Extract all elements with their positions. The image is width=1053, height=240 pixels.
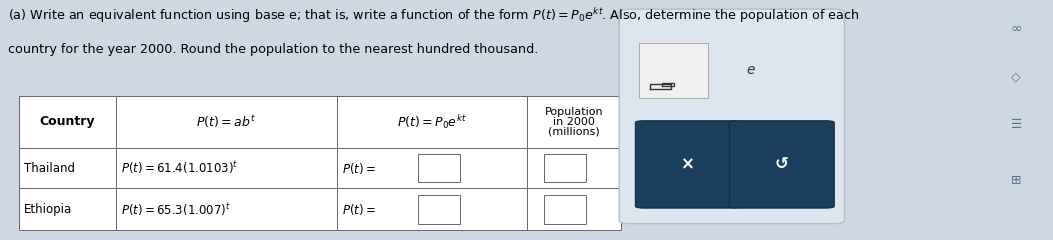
FancyBboxPatch shape	[19, 148, 116, 188]
Text: e: e	[746, 63, 755, 78]
Text: ☰: ☰	[1011, 118, 1021, 131]
Text: Population: Population	[544, 107, 603, 117]
FancyBboxPatch shape	[418, 195, 460, 224]
FancyBboxPatch shape	[19, 96, 116, 148]
Text: $P(t)=P_0e^{kt}$: $P(t)=P_0e^{kt}$	[397, 113, 466, 131]
Text: ×: ×	[681, 156, 695, 174]
Text: $P(t)=$: $P(t)=$	[342, 161, 376, 175]
FancyBboxPatch shape	[116, 188, 337, 230]
FancyBboxPatch shape	[619, 9, 845, 224]
FancyBboxPatch shape	[730, 121, 834, 208]
Text: $P(t)=$: $P(t)=$	[342, 202, 376, 217]
Text: in 2000: in 2000	[553, 117, 595, 127]
Text: (millions): (millions)	[548, 126, 600, 136]
Text: Country: Country	[40, 115, 95, 128]
FancyBboxPatch shape	[337, 96, 526, 148]
Text: Thailand: Thailand	[24, 162, 75, 174]
FancyBboxPatch shape	[19, 188, 116, 230]
Text: ◇: ◇	[1011, 70, 1021, 83]
Text: ∞: ∞	[1011, 22, 1021, 36]
Text: $P(t)=ab^t$: $P(t)=ab^t$	[197, 114, 256, 130]
Text: ↺: ↺	[775, 156, 789, 174]
Text: ⊞: ⊞	[1011, 174, 1021, 186]
FancyBboxPatch shape	[418, 154, 460, 182]
FancyBboxPatch shape	[526, 148, 621, 188]
FancyBboxPatch shape	[337, 188, 526, 230]
FancyBboxPatch shape	[635, 121, 740, 208]
Text: (a) Write an equivalent function using base e; that is, write a function of the : (a) Write an equivalent function using b…	[8, 6, 860, 25]
FancyBboxPatch shape	[116, 148, 337, 188]
FancyBboxPatch shape	[543, 154, 585, 182]
Text: Ethiopia: Ethiopia	[24, 203, 73, 216]
FancyBboxPatch shape	[526, 96, 621, 148]
Text: $P(t)=61.4(1.0103)^t$: $P(t)=61.4(1.0103)^t$	[121, 160, 238, 176]
FancyBboxPatch shape	[639, 43, 708, 98]
Text: $P(t)=65.3(1.007)^t$: $P(t)=65.3(1.007)^t$	[121, 201, 231, 218]
FancyBboxPatch shape	[337, 148, 526, 188]
Text: country for the year 2000. Round the population to the nearest hundred thousand.: country for the year 2000. Round the pop…	[8, 43, 539, 56]
FancyBboxPatch shape	[116, 96, 337, 148]
FancyBboxPatch shape	[543, 195, 585, 224]
FancyBboxPatch shape	[526, 188, 621, 230]
